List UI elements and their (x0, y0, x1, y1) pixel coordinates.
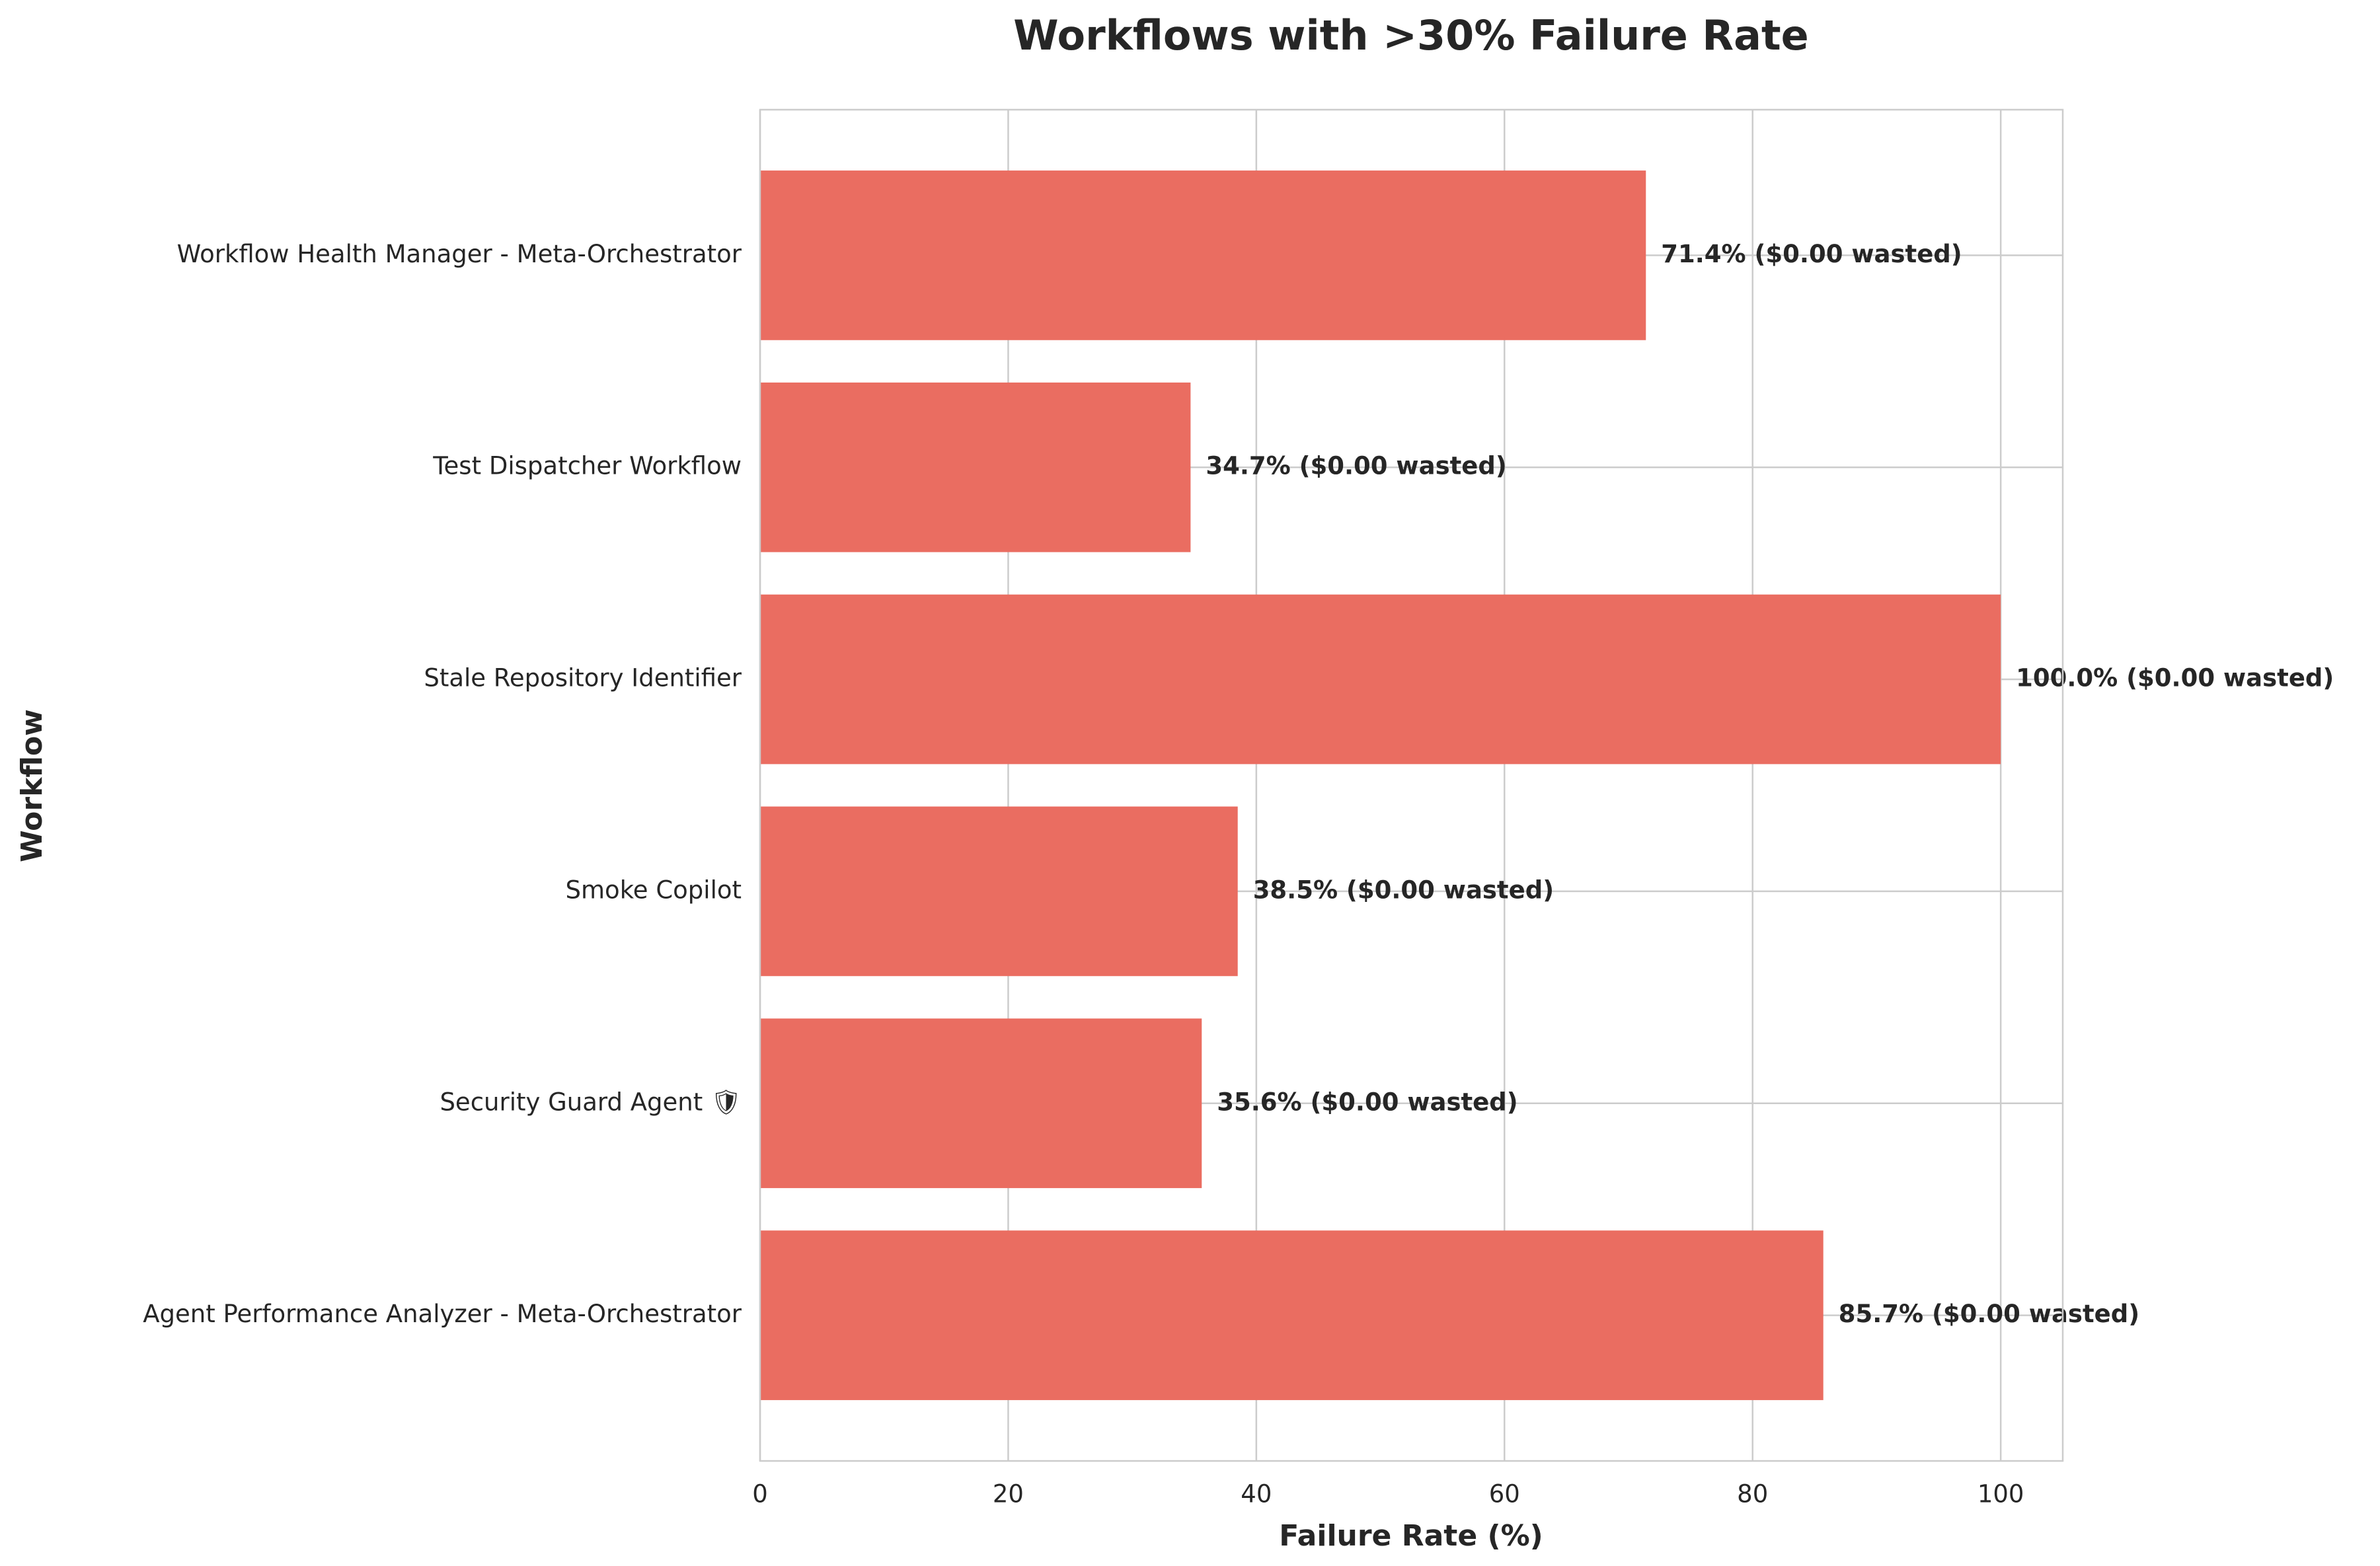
value-label: 71.4% ($0.00 wasted) (1661, 240, 1962, 268)
bar (760, 1018, 1202, 1189)
bar (760, 382, 1191, 552)
value-label: 34.7% ($0.00 wasted) (1206, 452, 1506, 480)
bar (760, 170, 1646, 340)
value-label: 38.5% ($0.00 wasted) (1253, 876, 1554, 904)
x-tick-label: 20 (993, 1480, 1024, 1509)
x-tick-label: 100 (1977, 1480, 2024, 1509)
plot-frame (759, 108, 2064, 1462)
x-tick-label: 0 (752, 1480, 768, 1509)
x-tick-label: 40 (1241, 1480, 1272, 1509)
chart-title: Workflows with >30% Failure Rate (1013, 11, 1808, 59)
y-tick-label: Agent Performance Analyzer - Meta-Orches… (143, 1300, 742, 1328)
x-tick-label: 60 (1489, 1480, 1520, 1509)
x-axis-label: Failure Rate (%) (1279, 1519, 1543, 1553)
bar (760, 594, 2001, 764)
y-tick-label: Test Dispatcher Workflow (432, 452, 742, 480)
bar (760, 1230, 1823, 1400)
y-tick-label: Security Guard Agent 🛡 (440, 1088, 742, 1116)
y-tick-label: Workflow Health Manager - Meta-Orchestra… (177, 240, 742, 268)
bar (760, 806, 1238, 977)
value-label: 85.7% ($0.00 wasted) (1839, 1300, 2139, 1328)
y-tick-label: Stale Repository Identifier (424, 664, 742, 692)
value-label: 100.0% ($0.00 wasted) (2016, 664, 2334, 692)
y-axis-label: Workflow (15, 709, 49, 862)
value-label: 35.6% ($0.00 wasted) (1217, 1088, 1517, 1116)
y-tick-label: Smoke Copilot (566, 876, 742, 904)
x-tick-label: 80 (1737, 1480, 1768, 1509)
